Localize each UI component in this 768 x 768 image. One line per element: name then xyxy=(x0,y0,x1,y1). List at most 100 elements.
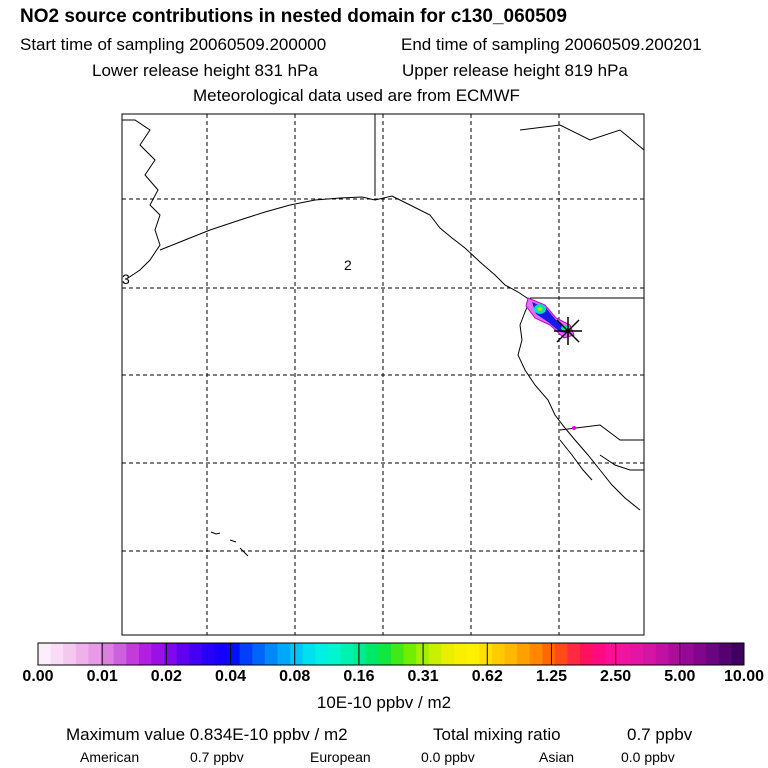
total-mixing-label: Total mixing ratio xyxy=(433,725,561,744)
colorbar-cell xyxy=(151,643,165,665)
colorbar-cell xyxy=(353,643,367,665)
alaska-west-coast xyxy=(122,119,161,279)
colorbar-cell xyxy=(227,643,241,665)
colorbar-cell xyxy=(428,643,442,665)
asian-label: Asian xyxy=(539,749,575,765)
colorbar-tick-label: 0.62 xyxy=(471,668,503,685)
colorbar-frame xyxy=(37,642,745,666)
colorbar-cell xyxy=(176,643,190,665)
colorbar-tick-label: 0.31 xyxy=(407,668,439,685)
colorbar-cell xyxy=(88,643,102,665)
total-mixing-value: 0.7 ppbv xyxy=(627,725,693,744)
colorbar-tick-label: 0.08 xyxy=(279,668,311,685)
colorbar-cell xyxy=(542,643,556,665)
colorbar-units: 10E-10 ppbv / m2 xyxy=(316,693,452,712)
colorbar-cell xyxy=(214,643,228,665)
upper-release-height: Upper release height 819 hPa xyxy=(402,61,628,80)
max-value: Maximum value 0.834E-10 ppbv / m2 xyxy=(66,725,348,744)
colorbar-cell xyxy=(277,643,291,665)
colorbar-tick-label: 0.01 xyxy=(86,668,118,685)
colorbar-cell xyxy=(580,643,594,665)
european-label: European xyxy=(310,749,371,765)
hawaii-islands xyxy=(210,531,249,557)
colorbar-cell xyxy=(189,643,203,665)
colorbar-cell xyxy=(454,643,468,665)
met-data-source: Meteorological data used are from ECMWF xyxy=(193,86,520,105)
gulf-of-alaska-coast xyxy=(159,195,531,301)
colorbar-cell xyxy=(327,643,342,665)
colorbar-cell xyxy=(466,643,480,665)
colorbar-cell xyxy=(201,643,215,665)
colorbar-tick-label: 0.00 xyxy=(22,668,54,685)
colorbar-cell xyxy=(403,643,417,665)
colorbar-cell xyxy=(554,643,568,665)
colorbar-cell xyxy=(50,643,64,665)
colorbar-cell xyxy=(693,643,707,665)
plume-peak xyxy=(537,307,543,311)
colorbar-cell xyxy=(592,643,606,665)
american-label: American xyxy=(80,749,140,765)
colorbar-cell xyxy=(340,643,354,665)
colorbar-tick-label: 0.04 xyxy=(214,668,247,685)
source-dot xyxy=(572,426,576,430)
coastlines xyxy=(122,114,645,557)
colorbar-cell xyxy=(101,643,115,665)
colorbar-cell xyxy=(718,643,732,665)
european-value: 0.0 ppbv xyxy=(421,749,475,765)
colorbar-cell xyxy=(264,643,279,665)
colorbar-cell xyxy=(38,643,52,665)
colorbar-tick-label: 2.50 xyxy=(600,668,632,685)
map-label-2: 2 xyxy=(344,257,352,273)
american-value: 0.7 ppbv xyxy=(190,749,244,765)
colorbar-tick-label: 0.02 xyxy=(150,668,182,685)
colorbar-cell xyxy=(113,643,127,665)
colorbar-cell xyxy=(617,643,632,665)
colorbar-tick-label: 10.00 xyxy=(723,668,765,685)
plume-footprint xyxy=(525,297,575,339)
map-label-3: 3 xyxy=(122,271,130,287)
colorbar-cell xyxy=(164,643,178,665)
colorbar-cell xyxy=(290,643,304,665)
asian-value: 0.0 ppbv xyxy=(621,749,675,765)
colorbar-tick-label: 0.16 xyxy=(343,668,375,685)
colorbar-cell xyxy=(706,643,720,665)
mexico-coast xyxy=(599,454,644,471)
colorbar-cell xyxy=(731,643,745,665)
us-mexico-border xyxy=(559,424,644,441)
receptor-marker xyxy=(554,317,582,345)
colorbar-cell xyxy=(365,643,379,665)
colorbar-cell xyxy=(441,643,455,665)
colorbar-cell xyxy=(605,643,619,665)
colorbar-cell xyxy=(126,643,140,665)
colorbar-cell xyxy=(529,643,543,665)
colorbar-cell xyxy=(567,643,581,665)
colorbar-cell xyxy=(491,643,505,665)
colorbar-cell xyxy=(302,643,316,665)
pacific-coast xyxy=(517,299,641,511)
colorbar-cell xyxy=(75,643,89,665)
colorbar-cell xyxy=(630,643,644,665)
start-time: Start time of sampling 20060509.200000 xyxy=(20,35,327,54)
colorbar-cell xyxy=(655,643,669,665)
colorbar-cell xyxy=(315,643,329,665)
colorbar-cell xyxy=(391,643,405,665)
colorbar-cell xyxy=(63,643,77,665)
colorbar-cell xyxy=(517,643,531,665)
graticule xyxy=(122,114,644,635)
colorbar-cell xyxy=(668,643,682,665)
colorbar-cell xyxy=(252,643,266,665)
colorbar-cell xyxy=(643,643,657,665)
arctic-coast xyxy=(519,124,645,151)
colorbar-tick-label: 5.00 xyxy=(664,668,696,685)
end-time: End time of sampling 20060509.200201 xyxy=(401,35,702,54)
lower-release-height: Lower release height 831 hPa xyxy=(92,61,318,80)
colorbar-cell xyxy=(378,643,392,665)
colorbar-cell xyxy=(680,643,695,665)
baja-coast xyxy=(559,439,593,481)
colorbar-cell xyxy=(239,643,253,665)
colorbar-cell xyxy=(504,643,518,665)
colorbar-cell xyxy=(138,643,152,665)
colorbar-tick-label: 1.25 xyxy=(535,668,568,685)
